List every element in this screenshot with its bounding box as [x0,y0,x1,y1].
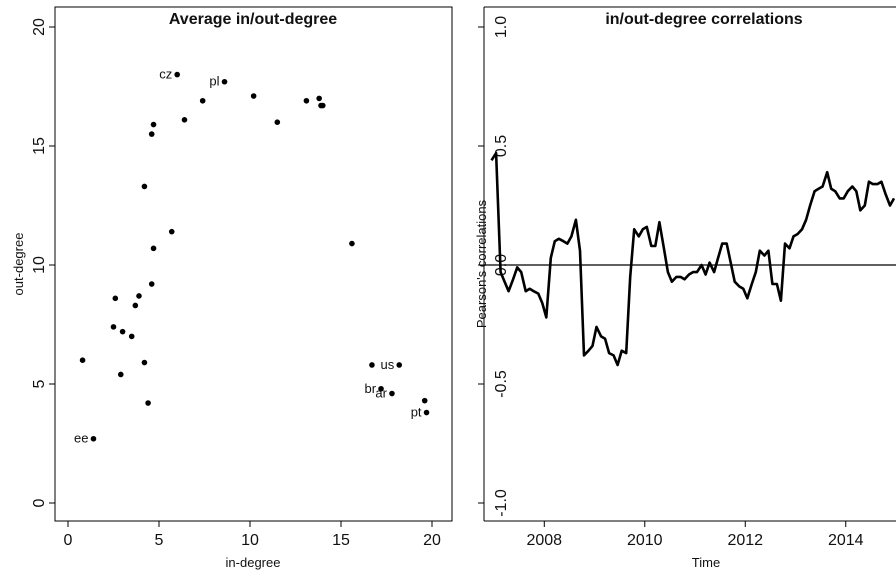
left-x-axis-label: in-degree [226,555,281,570]
right-series-lines [484,151,896,367]
left-plot-frame [54,6,453,522]
left-chart-title: Average in/out-degree [169,11,337,28]
scatter-point [369,362,375,368]
left-y-tick-label: 10 [31,256,48,274]
scatter-point [119,328,126,335]
point-label: ee [74,431,88,446]
point-label: pl [209,74,219,89]
scatter-point [148,131,155,137]
right-axis-ticks: 2008 2010 2012 2014-1.0-0.50.00.51.0 [478,16,864,549]
left-y-tick-label: 20 [31,18,48,36]
left-x-tick-label: 0 [64,532,73,549]
scatter-point [90,435,97,442]
scatter-point [389,390,395,397]
scatter-point [145,400,151,406]
scatter-point [79,357,86,364]
right-y-tick-label: 1.0 [493,16,510,38]
scatter-point [148,281,155,287]
scatter-point [174,71,180,78]
left-axis-ticks: 0 5 10 15 20 0 5 10 15 20 [31,18,441,549]
scatter-point [181,117,188,123]
scatter-point [199,97,206,104]
point-label: cz [159,67,172,82]
scatter-point [349,240,355,247]
line-panel: in/out-degree correlations Time Pearson'… [474,6,896,570]
scatter-point [250,93,257,99]
left-y-tick-label: 15 [31,137,48,155]
left-y-tick-label: 0 [31,498,48,507]
scatter-point [110,324,117,330]
correlation-series-line [490,151,896,367]
left-y-axis-label: out-degree [11,233,26,296]
scatter-panel: Average in/out-degree in-degree out-degr… [11,6,453,570]
right-y-tick-label: 0.5 [493,135,510,157]
right-x-tick-label: 2010 [627,532,663,549]
right-y-tick-label: -0.5 [493,370,510,398]
scatter-point [396,362,403,368]
scatter-point [112,295,119,302]
scatter-point [274,119,281,125]
right-x-axis-label: Time [692,555,720,570]
right-y-tick-label: -1.0 [493,489,510,517]
right-y-axis-label: Pearson's correlations [474,199,489,328]
right-x-tick-label: 2008 [526,532,562,549]
right-chart-title: in/out-degree correlations [605,11,802,28]
scatter-point [128,333,135,340]
scatter-point [316,95,322,102]
scatter-point [150,121,157,128]
scatter-point [221,78,228,85]
point-label: pt [411,405,422,420]
scatter-point [117,371,124,378]
scatter-point [141,183,148,190]
scatter-point [303,97,310,104]
left-x-tick-label: 15 [332,532,350,549]
left-y-tick-label: 5 [31,379,48,388]
scatter-point [141,359,148,366]
right-x-tick-label: 2012 [727,532,763,549]
left-x-tick-label: 5 [155,532,164,549]
left-x-tick-label: 10 [241,532,259,549]
right-x-tick-label: 2014 [828,532,864,549]
scatter-point [423,409,430,416]
scatter-point [378,385,384,392]
left-x-tick-label: 20 [423,532,441,549]
scatter-point [150,245,157,252]
point-label: us [381,357,395,372]
scatter-point [421,397,428,404]
scatter-point [136,293,142,299]
scatter-point [320,102,326,109]
point-label: br [364,381,376,396]
point-label: ar [375,386,387,401]
scatter-point [132,302,139,309]
scatter-point [168,228,175,235]
